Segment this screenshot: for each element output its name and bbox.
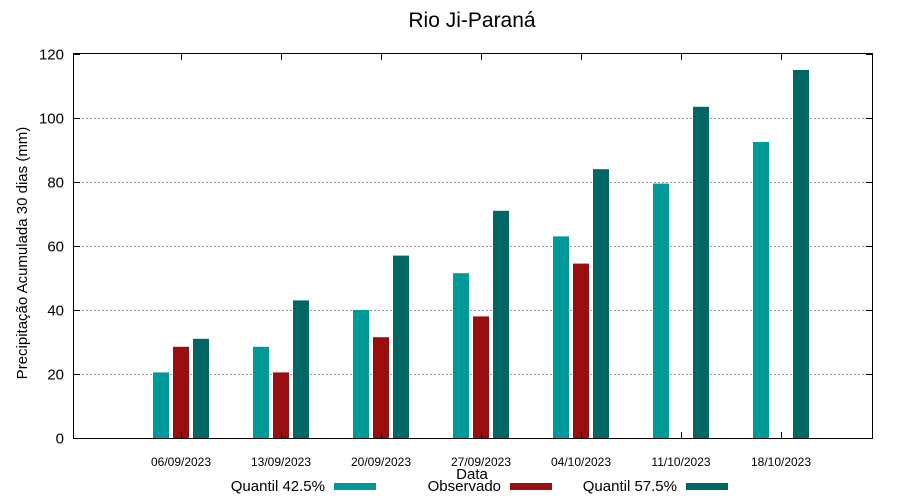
x-tick-label: 06/09/2023 bbox=[151, 455, 211, 469]
bar bbox=[693, 106, 709, 439]
bar bbox=[273, 372, 289, 438]
legend-label: Observado bbox=[428, 478, 501, 495]
bars bbox=[153, 70, 809, 439]
bar bbox=[573, 263, 589, 438]
bar bbox=[253, 346, 269, 438]
y-tick-label: 80 bbox=[47, 175, 64, 192]
axis-ticks bbox=[74, 54, 872, 439]
x-tick-label: 11/10/2023 bbox=[651, 455, 710, 469]
x-tick-label: 04/10/2023 bbox=[551, 455, 611, 469]
y-tick-label: 60 bbox=[47, 239, 64, 256]
bar bbox=[173, 346, 189, 438]
bar bbox=[353, 310, 369, 438]
x-tick-label: 18/10/2023 bbox=[751, 455, 811, 469]
legend: Quantil 42.5% Observado Quantil 57.5% bbox=[231, 478, 728, 495]
x-tick-label: 27/09/2023 bbox=[451, 455, 511, 469]
bar bbox=[293, 300, 309, 438]
bar bbox=[473, 316, 489, 438]
legend-label: Quantil 57.5% bbox=[583, 478, 677, 495]
bar bbox=[653, 183, 669, 438]
legend-swatch bbox=[686, 483, 728, 490]
bar bbox=[753, 142, 769, 438]
y-tick-label: 100 bbox=[39, 111, 64, 128]
bar bbox=[493, 210, 509, 438]
x-tick-labels: 06/09/2023 13/09/2023 20/09/2023 27/09/2023… bbox=[151, 455, 811, 469]
bar bbox=[593, 169, 609, 438]
y-tick-labels: 0 20 40 60 80 100 120 bbox=[39, 47, 64, 448]
legend-swatch bbox=[334, 483, 376, 490]
y-tick-label: 0 bbox=[56, 431, 64, 448]
bar bbox=[153, 372, 169, 438]
plot-frame bbox=[73, 53, 873, 439]
bar bbox=[393, 255, 409, 438]
x-tick-label: 13/09/2023 bbox=[251, 455, 311, 469]
x-axis-label: Data bbox=[456, 466, 488, 483]
legend-swatch bbox=[510, 483, 552, 490]
x-tick-label: 20/09/2023 bbox=[351, 455, 411, 469]
bar bbox=[193, 338, 209, 438]
bar bbox=[793, 70, 809, 438]
y-axis-label: Precipitação Acumulada 30 dias (mm) bbox=[14, 127, 31, 380]
chart-title: Rio Ji-Paraná bbox=[408, 9, 536, 32]
y-tick-label: 120 bbox=[39, 47, 64, 64]
bar bbox=[373, 337, 389, 438]
bar bbox=[553, 236, 569, 438]
y-tick-label: 20 bbox=[47, 367, 64, 384]
legend-label: Quantil 42.5% bbox=[231, 478, 325, 495]
bar bbox=[453, 273, 469, 438]
y-tick-label: 40 bbox=[47, 303, 64, 320]
